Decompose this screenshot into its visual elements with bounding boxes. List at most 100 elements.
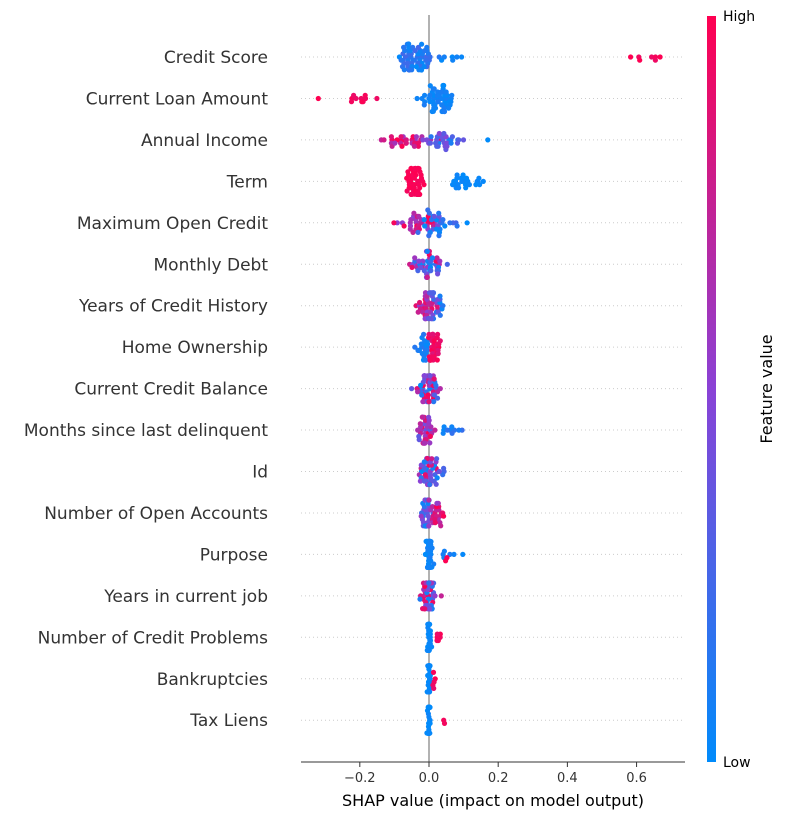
feature-label: Purpose [200, 545, 268, 565]
shap-point [430, 669, 437, 676]
x-tick-label: 0.4 [557, 771, 578, 786]
shap-point [427, 440, 433, 446]
shap-point [403, 140, 409, 146]
shap-point [359, 99, 365, 105]
shap-point [443, 89, 449, 95]
shap-point [434, 631, 440, 637]
shap-point [415, 143, 421, 149]
shap-point [431, 354, 437, 360]
shap-point [441, 108, 448, 115]
shap-point [450, 57, 456, 63]
shap-point [424, 248, 430, 254]
shap-point [438, 523, 444, 529]
shap-point [426, 580, 432, 586]
shap-point [416, 437, 422, 443]
feature-label: Term [226, 172, 268, 192]
shap-point [435, 331, 441, 337]
shap-point [440, 303, 446, 309]
points [315, 41, 663, 736]
shap-point [449, 424, 455, 430]
shap-point [426, 497, 432, 503]
shap-point [422, 92, 428, 98]
shap-point [410, 229, 416, 235]
shap-point [434, 637, 440, 644]
shap-point [405, 169, 411, 175]
shap-point [427, 538, 433, 545]
shap-point [449, 430, 455, 436]
shap-point [460, 551, 466, 558]
feature-label: Tax Liens [189, 711, 268, 731]
shap-point [454, 54, 460, 60]
shap-point [427, 433, 433, 439]
feature-labels: Credit Score Current Loan Amount Annual In… [24, 48, 268, 731]
shap-point [441, 513, 447, 519]
shap-point [404, 188, 410, 194]
shap-point [436, 468, 442, 475]
shap-point [456, 427, 462, 433]
shap-point [438, 593, 444, 599]
shap-point [442, 223, 448, 229]
shap-point [431, 376, 437, 382]
shap-point [426, 621, 433, 627]
shap-point [418, 513, 424, 519]
shap-point [425, 647, 431, 653]
colorbar-title: Feature value [757, 334, 776, 443]
shap-point [429, 504, 436, 510]
shap-point [418, 67, 425, 73]
shap-point [459, 54, 465, 60]
shap-point [413, 64, 419, 70]
shap-point [454, 172, 460, 178]
shap-point [432, 593, 438, 599]
colorbar-gradient [707, 16, 716, 762]
shap-point [418, 264, 424, 270]
feature-label: Months since last delinquent [24, 421, 268, 441]
feature-label: Number of Credit Problems [38, 628, 269, 648]
shap-point [426, 233, 432, 239]
shap-point [423, 538, 429, 545]
shap-point [423, 57, 429, 63]
shap-point [427, 357, 434, 363]
shap-point [399, 143, 405, 149]
shap-point [421, 373, 428, 379]
shap-point [418, 341, 424, 347]
shap-point [441, 54, 447, 60]
shap-point [435, 351, 441, 357]
shap-point [431, 213, 437, 219]
shap-point [414, 95, 420, 102]
feature-label: Number of Open Accounts [44, 504, 268, 524]
feature-label: Maximum Open Credit [77, 214, 268, 234]
feature-label: Credit Score [164, 48, 268, 68]
shap-point [421, 331, 427, 337]
shap-point [429, 108, 435, 115]
shap-point [427, 83, 433, 89]
shap-point [433, 481, 439, 487]
shap-point [454, 223, 460, 229]
shap-point [430, 331, 436, 337]
shap-point [412, 255, 418, 261]
shap-point [413, 134, 419, 140]
shap-point [434, 226, 440, 232]
shap-point [422, 606, 428, 612]
shap-point [429, 644, 435, 650]
shap-point [438, 89, 444, 95]
shap-point [415, 44, 421, 51]
shap-point [422, 223, 428, 229]
shap-point [437, 312, 443, 318]
feature-label: Home Ownership [122, 338, 268, 358]
shap-point [401, 44, 407, 51]
shap-point [348, 99, 355, 105]
shap-point [421, 478, 428, 484]
shap-point [411, 210, 417, 216]
shap-point [424, 274, 430, 280]
colorbar: High Low Feature value [707, 9, 776, 771]
shap-point [416, 258, 422, 264]
shap-point [426, 331, 432, 337]
shap-point [374, 95, 380, 102]
colorbar-high-label: High [723, 9, 755, 25]
shap-point [421, 217, 427, 223]
shap-point [420, 399, 426, 405]
shap-point [381, 137, 387, 143]
shap-point [425, 689, 431, 695]
shap-point [628, 54, 634, 60]
